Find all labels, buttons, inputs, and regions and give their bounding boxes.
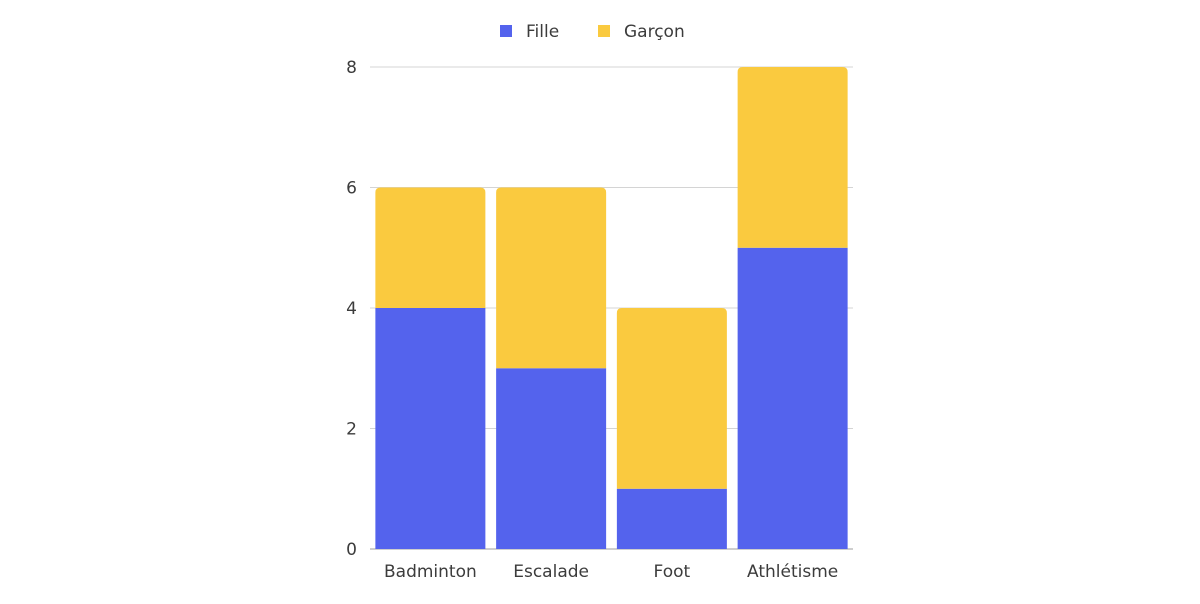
bar-escalade-garçon[interactable] bbox=[496, 187, 607, 369]
y-tick-label: 4 bbox=[346, 299, 357, 319]
bar-foot-garçon[interactable] bbox=[616, 308, 727, 489]
legend[interactable]: Fille Garçon bbox=[500, 22, 685, 42]
y-axis-tick-labels: 0 2 4 6 8 bbox=[346, 58, 357, 560]
legend-label-garçon[interactable]: Garçon bbox=[624, 22, 685, 42]
legend-swatch-garçon[interactable] bbox=[598, 25, 610, 37]
y-tick-label: 0 bbox=[346, 540, 357, 560]
x-axis-tick-labels: Badminton Escalade Foot Athlétisme bbox=[384, 562, 838, 582]
y-tick-label: 8 bbox=[346, 58, 357, 78]
bars bbox=[375, 67, 848, 549]
y-tick-label: 6 bbox=[346, 179, 357, 199]
x-tick-label: Escalade bbox=[513, 562, 589, 582]
bar-badminton-garçon[interactable] bbox=[375, 187, 486, 309]
y-tick-label: 2 bbox=[346, 420, 357, 440]
bar-foot-fille[interactable] bbox=[616, 488, 727, 549]
x-tick-label: Foot bbox=[654, 562, 691, 582]
bar-athlétisme-fille[interactable] bbox=[737, 247, 848, 549]
legend-swatch-fille[interactable] bbox=[500, 25, 512, 37]
x-tick-label: Badminton bbox=[384, 562, 477, 582]
bar-escalade-fille[interactable] bbox=[496, 368, 607, 549]
bar-badminton-fille[interactable] bbox=[375, 308, 486, 549]
bar-athlétisme-garçon[interactable] bbox=[737, 67, 848, 248]
x-tick-label: Athlétisme bbox=[747, 562, 838, 582]
legend-label-fille[interactable]: Fille bbox=[526, 22, 559, 42]
